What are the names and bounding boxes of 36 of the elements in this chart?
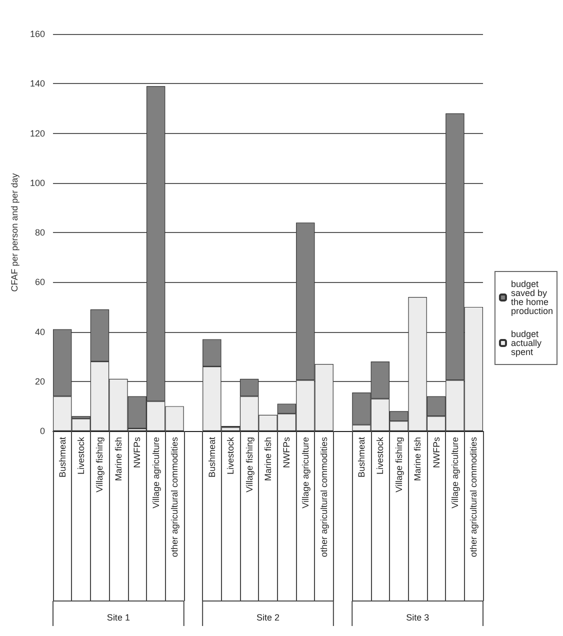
x-tick-label: Village agriculture	[300, 437, 310, 508]
x-tick-label: Marine fish	[113, 437, 124, 482]
y-tick-label: 100	[30, 178, 45, 188]
y-tick-label: 0	[40, 426, 45, 436]
y-tick-label: 140	[30, 78, 45, 89]
y-tick-label: 60	[34, 277, 45, 288]
y-tick-label: 160	[30, 29, 45, 39]
x-tick-label: Livestock	[375, 436, 386, 475]
x-tick-label: Village fishing	[244, 437, 254, 492]
x-tick-label: Marine fish	[263, 437, 273, 482]
x-tick-label: NWFPs	[282, 436, 292, 468]
text: Site 3	[406, 612, 430, 622]
text: Site 1	[106, 612, 130, 622]
text: Site 2	[256, 612, 280, 622]
x-tick-label: other agricultural commodities	[319, 436, 330, 558]
x-tick-label: NWFPs	[431, 436, 442, 468]
y-tick-label: 40	[34, 326, 45, 337]
x-tick-label: Bushmeat	[356, 436, 366, 478]
x-tick-label: Village agriculture	[450, 437, 460, 508]
y-axis-title: CFAF per person and per day	[10, 172, 20, 292]
legend-label: budget saved by the home production	[510, 279, 553, 316]
x-tick-label: Village agriculture	[150, 437, 161, 508]
x-tick-label: Livestock	[226, 436, 236, 475]
x-tick-label: other agricultural commodities	[468, 436, 479, 558]
x-tick-label: other agricultural commodities	[170, 436, 180, 558]
y-tick-label: 20	[34, 376, 45, 386]
x-tick-label: Bushmeat	[206, 436, 217, 478]
x-tick-label: Livestock	[76, 436, 86, 475]
x-tick-label: Village fishing	[94, 437, 105, 492]
x-tick-label: Bushmeat	[57, 436, 68, 478]
x-tick-label: Marine fish	[412, 437, 423, 482]
y-tick-label: 80	[34, 228, 45, 238]
legend-label: budget actually spent	[510, 329, 544, 357]
x-tick-label: Village fishing	[394, 437, 404, 492]
y-tick-label: 120	[30, 128, 45, 138]
x-tick-label: NWFPs	[132, 436, 142, 468]
